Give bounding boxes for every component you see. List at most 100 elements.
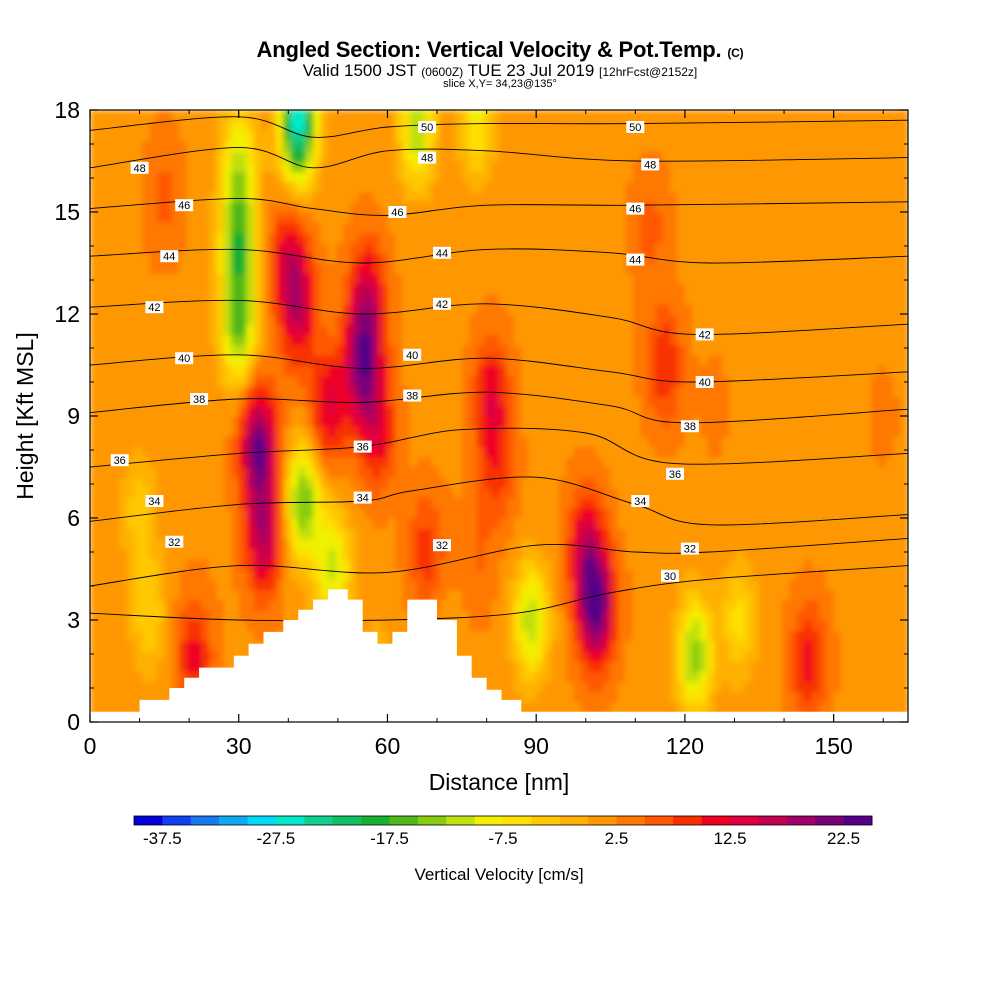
velocity-cell bbox=[670, 528, 679, 540]
velocity-cell bbox=[112, 630, 121, 642]
velocity-cell bbox=[327, 354, 337, 366]
velocity-cell bbox=[491, 303, 500, 315]
velocity-cell bbox=[171, 548, 181, 560]
velocity-cell bbox=[684, 232, 694, 244]
velocity-cell bbox=[327, 487, 337, 499]
velocity-cell bbox=[171, 222, 181, 234]
velocity-cell bbox=[194, 161, 203, 172]
velocity-cell bbox=[521, 344, 530, 356]
velocity-cell bbox=[112, 365, 121, 376]
velocity-cell bbox=[551, 691, 560, 703]
velocity-cell bbox=[417, 273, 426, 285]
velocity-cell bbox=[662, 497, 671, 509]
velocity-cell bbox=[275, 273, 285, 285]
velocity-cell bbox=[573, 436, 582, 448]
velocity-cell bbox=[261, 171, 270, 183]
velocity-cell bbox=[186, 487, 195, 499]
velocity-cell bbox=[588, 620, 597, 631]
velocity-cell bbox=[692, 201, 701, 213]
velocity-cell bbox=[684, 650, 694, 662]
velocity-cell bbox=[208, 497, 218, 509]
velocity-cell bbox=[327, 324, 337, 336]
velocity-cell bbox=[484, 405, 493, 417]
velocity-cell bbox=[632, 354, 642, 366]
velocity-cell bbox=[186, 140, 195, 152]
velocity-cell bbox=[506, 589, 515, 601]
velocity-cell bbox=[491, 446, 500, 458]
velocity-cell bbox=[231, 344, 240, 356]
velocity-cell bbox=[461, 191, 471, 203]
velocity-cell bbox=[238, 314, 247, 325]
velocity-cell bbox=[104, 507, 114, 519]
velocity-cell bbox=[261, 314, 270, 325]
velocity-cell bbox=[97, 110, 106, 121]
velocity-cell bbox=[632, 538, 642, 550]
velocity-cell bbox=[365, 212, 374, 223]
velocity-cell bbox=[432, 161, 441, 172]
velocity-cell bbox=[290, 609, 300, 621]
velocity-cell bbox=[551, 385, 560, 397]
velocity-cell bbox=[469, 263, 478, 274]
velocity-cell bbox=[223, 589, 233, 601]
velocity-cell bbox=[365, 467, 374, 478]
velocity-cell bbox=[112, 222, 121, 234]
velocity-cell bbox=[417, 569, 426, 580]
velocity-cell bbox=[625, 303, 634, 315]
velocity-cell bbox=[484, 293, 493, 305]
velocity-cell bbox=[595, 150, 604, 162]
velocity-cell bbox=[513, 365, 523, 376]
velocity-cell bbox=[238, 334, 247, 346]
velocity-cell bbox=[305, 232, 314, 244]
velocity-cell bbox=[134, 518, 143, 529]
velocity-cell bbox=[655, 701, 664, 713]
velocity-cell bbox=[684, 334, 694, 346]
velocity-cell bbox=[283, 405, 292, 417]
velocity-cell bbox=[640, 416, 649, 427]
velocity-cell bbox=[179, 365, 188, 376]
velocity-cell bbox=[164, 681, 173, 693]
velocity-cell bbox=[558, 242, 567, 254]
velocity-cell bbox=[320, 314, 329, 325]
velocity-cell bbox=[610, 671, 619, 682]
velocity-cell bbox=[610, 140, 619, 152]
velocity-cell bbox=[647, 569, 656, 580]
velocity-cell bbox=[387, 334, 396, 346]
velocity-cell bbox=[208, 426, 218, 438]
velocity-cell bbox=[409, 232, 418, 244]
velocity-cell bbox=[506, 395, 515, 407]
velocity-cell bbox=[506, 171, 515, 183]
velocity-cell bbox=[543, 201, 552, 213]
velocity-cell bbox=[617, 385, 627, 397]
velocity-cell bbox=[283, 477, 292, 489]
velocity-cell bbox=[521, 252, 530, 264]
velocity-cell bbox=[625, 671, 634, 682]
velocity-cell bbox=[261, 375, 270, 387]
velocity-cell bbox=[380, 191, 389, 203]
velocity-cell bbox=[90, 252, 99, 264]
velocity-cell bbox=[394, 334, 404, 346]
velocity-cell bbox=[588, 538, 597, 550]
velocity-cell bbox=[632, 212, 642, 223]
velocity-cell bbox=[134, 314, 143, 325]
velocity-cell bbox=[424, 518, 433, 529]
velocity-cell bbox=[699, 691, 709, 703]
velocity-cell bbox=[625, 528, 634, 540]
velocity-cell bbox=[97, 518, 106, 529]
velocity-cell bbox=[513, 242, 523, 254]
velocity-cell bbox=[104, 405, 114, 417]
velocity-cell bbox=[573, 701, 582, 713]
velocity-cell bbox=[655, 589, 664, 601]
velocity-cell bbox=[461, 497, 471, 509]
velocity-cell bbox=[238, 252, 247, 264]
velocity-cell bbox=[179, 538, 188, 550]
velocity-cell bbox=[617, 344, 627, 356]
velocity-cell bbox=[632, 507, 642, 519]
velocity-cell bbox=[670, 365, 679, 376]
velocity-cell bbox=[632, 405, 642, 417]
velocity-cell bbox=[446, 130, 456, 142]
velocity-cell bbox=[424, 252, 433, 264]
velocity-cell bbox=[97, 222, 106, 234]
velocity-cell bbox=[186, 436, 195, 448]
velocity-cell bbox=[275, 232, 285, 244]
velocity-cell bbox=[194, 558, 203, 570]
